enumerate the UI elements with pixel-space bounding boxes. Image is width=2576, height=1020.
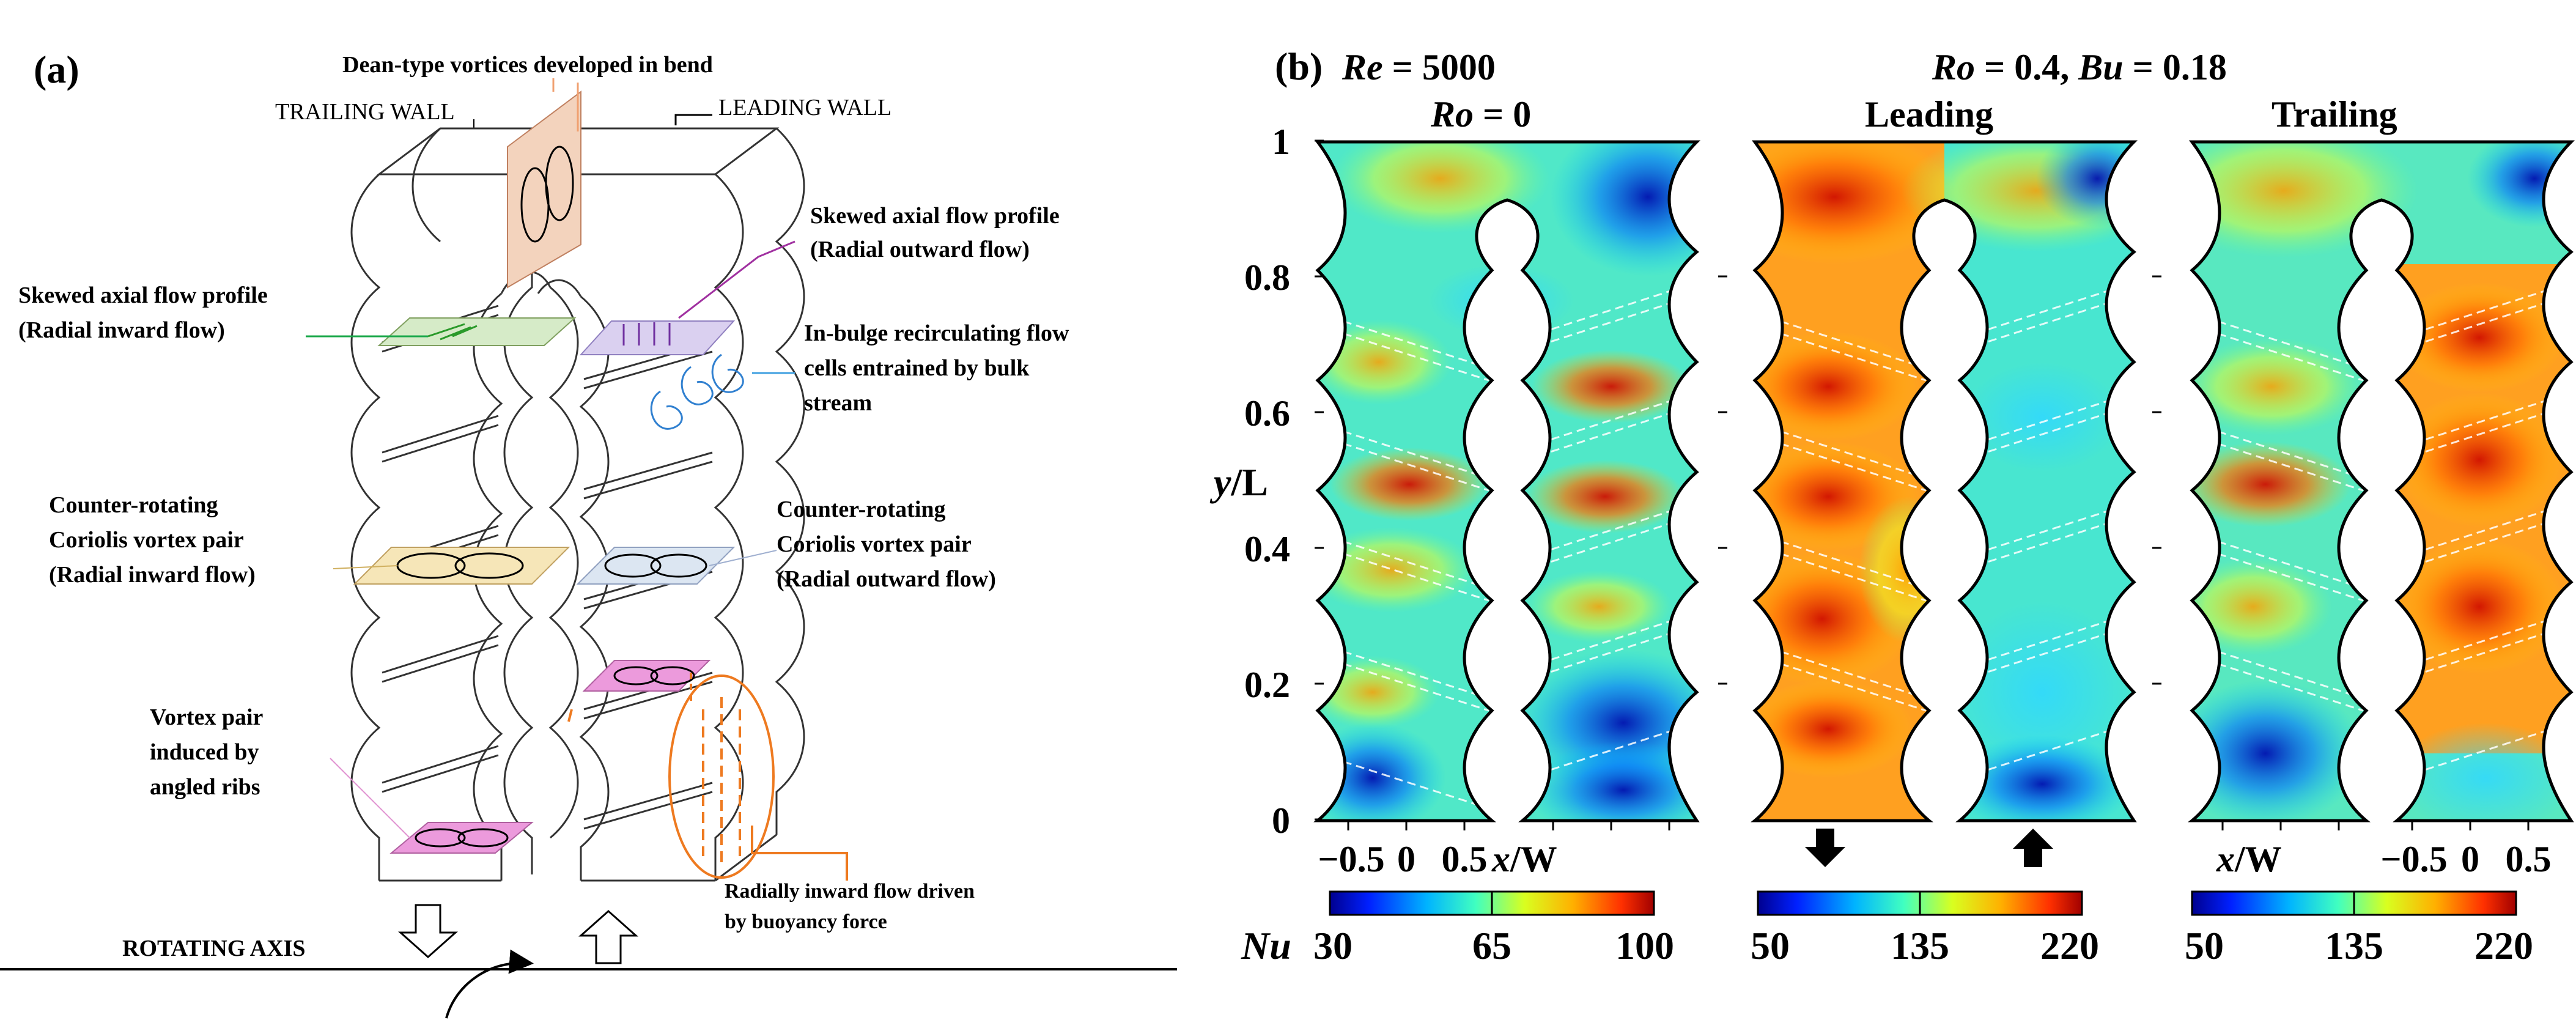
leading-wall-leader [674,114,712,125]
colorbar-ro0: Nu 30 65 100 [1241,890,1674,967]
coriolis-outward-line2: Coriolis vortex pair [777,531,972,557]
colorbar-tick: 135 [2325,924,2383,967]
re-condition: Re = 5000 [1342,47,1496,87]
y-tick-label: 0.4 [1244,529,1290,569]
contour-panel-trailing [2149,124,2576,833]
skewed-outward-line2: (Radial outward flow) [810,237,1030,262]
dean-vortices-label: Dean-type vortices developed in bend [342,52,713,78]
skewed-outward-line1: Skewed axial flow profile [810,203,1060,229]
y-tick-label: 1 [1272,122,1290,162]
colorbar-tick: 220 [2475,924,2533,967]
coriolis-inward-line1: Counter-rotating [49,492,218,518]
colorbar-tick: 100 [1615,924,1674,967]
rotation-direction-icon [445,949,534,1019]
nu-label: Nu [1241,924,1291,967]
coriolis-inward-line3: (Radial inward flow) [49,562,256,588]
rib-vortex-planes [330,660,711,854]
buoyancy-line1: Radially inward flow driven [725,880,975,903]
coriolis-outward-line1: Counter-rotating [777,497,946,522]
coriolis-inward-plane [333,547,570,585]
y-tick-label: 0.2 [1244,665,1290,705]
contour-panel-leading [1712,130,2171,833]
colorbar-tick: 65 [1472,924,1511,967]
x-tick-label: −0.5 [1318,839,1384,879]
skewed-outward-plane [579,240,795,355]
trailing-title: Trailing [2272,94,2397,135]
coriolis-outward-line3: (Radial outward flow) [777,566,996,592]
coriolis-outward-plane [576,547,777,585]
x-tick-label: 0 [2461,839,2479,879]
vortex-ribs-line2: induced by [150,739,259,765]
y-tick-label: 0 [1272,800,1290,841]
y-tick-label: 0.8 [1244,257,1290,298]
skewed-inward-line2: (Radial inward flow) [18,317,225,343]
in-bulge-recirculation [650,353,795,430]
colorbar-tick: 50 [2185,924,2224,967]
rotation-condition: Ro = 0.4, Bu = 0.18 [1932,47,2227,87]
ro-zero-title: Ro = 0 [1430,94,1531,135]
buoyancy-flow [567,673,848,881]
leading-down-arrow-icon [1805,829,1845,867]
y-axis-title: y/L [1209,460,1268,504]
down-flow-arrow-icon [398,904,458,959]
vortex-ribs-line3: angled ribs [150,774,260,800]
in-bulge-line2: cells entrained by bulk [804,355,1030,381]
panel-a-label: (a) [34,48,79,91]
skewed-inward-line1: Skewed axial flow profile [18,283,268,308]
skewed-inward-plane [306,317,577,346]
colorbar-tick: 135 [1891,924,1949,967]
x-tick-label: 0 [1397,839,1415,879]
x-axis-title-left: x/W [1491,839,1557,879]
x-axis-right: x/W −0.5 0 0.5 [2216,821,2552,879]
panel-b: (b) Re = 5000 Ro = 0 Ro = 0.4, Bu = 0.18… [1209,45,2576,967]
x-axis-title-right: x/W [2216,839,2282,879]
trailing-wall-label: TRAILING WALL [275,99,455,125]
panel-b-label: (b) [1275,45,1323,88]
y-axis: 0 0.2 0.4 0.6 0.8 1 y/L [1209,122,2161,841]
colorbar-tick: 50 [1751,924,1790,967]
colorbar-leading: 50 135 220 [1751,890,2099,967]
vortex-ribs-line1: Vortex pair [150,704,264,730]
in-bulge-line3: stream [804,390,872,416]
contour-panel-ro0 [1299,117,1746,839]
coriolis-inward-line2: Coriolis vortex pair [49,527,244,553]
panel-a: (a) Dean-type vortices developed in bend… [0,48,1177,1019]
dean-vortex-plane [507,78,581,289]
x-tick-label: −0.5 [2380,839,2447,879]
rotating-axis-label: ROTATING AXIS [122,936,306,961]
x-tick-label: 0.5 [2506,839,2552,879]
leading-wall-label: LEADING WALL [718,95,891,120]
leading-title: Leading [1865,94,1993,135]
leading-up-arrow-icon [2013,829,2053,867]
colorbar-tick: 30 [1313,924,1353,967]
in-bulge-line1: In-bulge recirculating flow [804,320,1069,346]
y-tick-label: 0.6 [1244,393,1290,434]
buoyancy-line2: by buoyancy force [725,911,887,933]
colorbar-tick: 220 [2040,924,2099,967]
colorbar-trailing: 50 135 220 [2185,890,2533,967]
up-flow-arrow-icon [578,909,638,964]
x-axis-left: −0.5 0 0.5 x/W [1318,821,1670,879]
x-tick-label: 0.5 [1442,839,1488,879]
